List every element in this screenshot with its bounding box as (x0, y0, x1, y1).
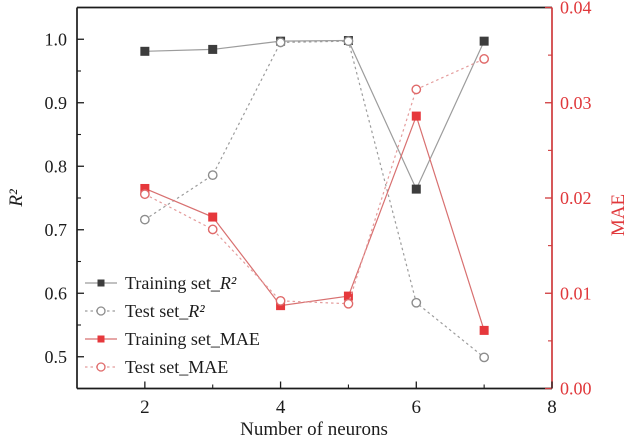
legend-label: Test set_MAE (125, 357, 228, 377)
data-point-marker (275, 37, 286, 48)
right-tick-label: 0.01 (560, 283, 592, 303)
legend (85, 279, 117, 372)
data-point-marker (479, 325, 489, 335)
legend-item (85, 279, 117, 287)
legend-label: Test set_R² (125, 301, 205, 321)
legend-marker-square (97, 335, 105, 343)
right-tick-label: 0.02 (560, 188, 592, 208)
data-point-marker (411, 111, 421, 121)
legend-marker-circle (96, 362, 106, 372)
legend-label: Training set_R² (125, 273, 237, 293)
left-tick-label: 0.8 (45, 156, 68, 176)
series-test-set-r- (139, 36, 490, 363)
data-point-marker (207, 170, 218, 181)
data-point-marker (411, 84, 422, 95)
legend-marker-square (97, 279, 105, 287)
data-point-marker (343, 298, 354, 309)
legend-label: Training set_MAE (125, 329, 260, 349)
data-point-marker (275, 295, 286, 306)
x-tick-label: 4 (276, 397, 286, 418)
data-point-marker (208, 44, 218, 54)
series-line (144, 40, 485, 358)
legend-item (85, 335, 117, 343)
y-axis-label-left: R² (6, 189, 27, 207)
series-training-set-r- (140, 36, 489, 194)
legend-item (85, 362, 117, 372)
left-tick-label: 0.9 (45, 93, 68, 113)
legend-marker-circle (96, 306, 106, 316)
data-point-marker (208, 212, 218, 222)
left-tick-label: 0.6 (45, 283, 68, 303)
x-axis-label: Number of neurons (240, 419, 388, 440)
data-point-marker (140, 46, 150, 56)
left-tick-label: 0.5 (45, 347, 68, 367)
right-tick-label: 0.00 (560, 379, 592, 399)
data-point-marker (411, 184, 421, 194)
x-tick-label: 6 (412, 397, 422, 418)
data-point-marker (343, 36, 354, 47)
series-line (144, 114, 485, 331)
data-point-marker (479, 36, 489, 46)
data-point-marker (207, 224, 218, 235)
left-tick-label: 0.7 (45, 220, 68, 240)
left-tick-label: 1.0 (45, 29, 68, 49)
x-tick-label: 8 (547, 397, 557, 418)
data-point-marker (479, 352, 490, 363)
right-tick-label: 0.04 (560, 0, 592, 18)
series-line (144, 58, 485, 305)
data-point-marker (139, 214, 150, 225)
legend-item (85, 306, 117, 316)
series-line (144, 39, 485, 191)
series-test-set-mae (139, 54, 490, 309)
data-point-marker (479, 54, 490, 64)
x-tick-label: 2 (140, 397, 150, 418)
data-point-marker (139, 189, 150, 200)
right-tick-label: 0.03 (560, 93, 592, 113)
y-axis-label-right: MAE (608, 193, 629, 237)
data-point-marker (411, 297, 422, 308)
